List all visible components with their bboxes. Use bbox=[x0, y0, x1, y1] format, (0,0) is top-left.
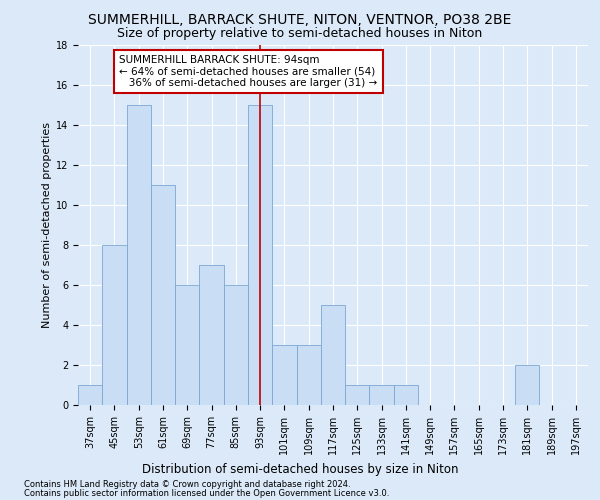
Text: Contains HM Land Registry data © Crown copyright and database right 2024.: Contains HM Land Registry data © Crown c… bbox=[24, 480, 350, 489]
Text: Size of property relative to semi-detached houses in Niton: Size of property relative to semi-detach… bbox=[118, 28, 482, 40]
Bar bbox=[394, 385, 418, 405]
Bar bbox=[345, 385, 370, 405]
Bar bbox=[321, 305, 345, 405]
Text: SUMMERHILL, BARRACK SHUTE, NITON, VENTNOR, PO38 2BE: SUMMERHILL, BARRACK SHUTE, NITON, VENTNO… bbox=[88, 12, 512, 26]
Bar bbox=[370, 385, 394, 405]
Bar bbox=[199, 265, 224, 405]
Text: SUMMERHILL BARRACK SHUTE: 94sqm
← 64% of semi-detached houses are smaller (54)
 : SUMMERHILL BARRACK SHUTE: 94sqm ← 64% of… bbox=[119, 55, 377, 88]
Text: Contains public sector information licensed under the Open Government Licence v3: Contains public sector information licen… bbox=[24, 489, 389, 498]
Bar bbox=[102, 245, 127, 405]
Bar bbox=[272, 345, 296, 405]
Bar bbox=[515, 365, 539, 405]
Bar bbox=[127, 105, 151, 405]
Bar bbox=[78, 385, 102, 405]
Bar bbox=[224, 285, 248, 405]
Bar bbox=[248, 105, 272, 405]
Bar bbox=[296, 345, 321, 405]
Text: Distribution of semi-detached houses by size in Niton: Distribution of semi-detached houses by … bbox=[142, 462, 458, 475]
Y-axis label: Number of semi-detached properties: Number of semi-detached properties bbox=[42, 122, 52, 328]
Bar bbox=[151, 185, 175, 405]
Bar bbox=[175, 285, 199, 405]
